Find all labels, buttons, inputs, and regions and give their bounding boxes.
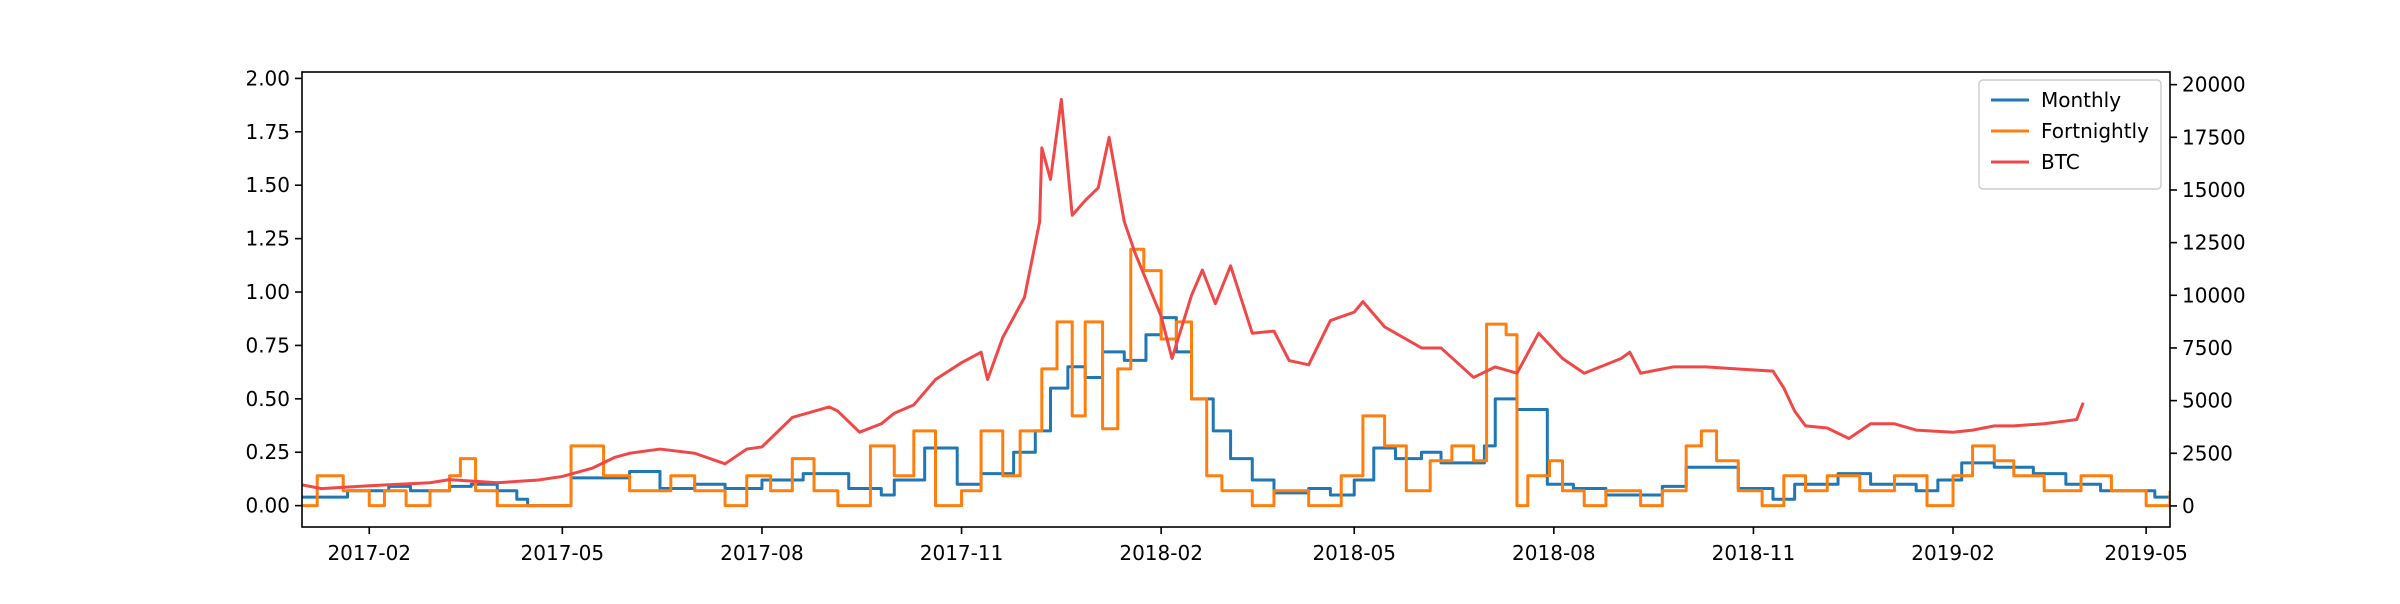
x-tick-label: 2018-02 [1119,541,1203,565]
y-right-tick-label: 5000 [2182,389,2233,413]
x-axis: 2017-02 2017-05 2017-08 2017-11 2018-02 2018-… [327,527,2188,565]
y-right-tick-label: 7500 [2182,336,2233,360]
y-axis-right: 0 2500 5000 7500 10000 12500 15000 17500 20000 [2170,73,2246,518]
y-right-tick-label: 2500 [2182,441,2233,465]
series-line-monthly [302,316,2170,508]
x-tick-label: 2019-05 [2104,541,2188,565]
legend-label-monthly: Monthly [2041,88,2121,112]
axes-frame [301,71,2171,528]
y-right-tick-label: 15000 [2182,178,2246,202]
y-right-tick-label: 10000 [2182,283,2246,307]
x-tick-label: 2017-08 [720,541,804,565]
y-left-tick-label: 1.00 [245,280,290,304]
y-left-tick-label: 0.75 [245,333,290,357]
y-right-tick-label: 20000 [2182,73,2246,97]
x-tick-label: 2017-05 [521,541,605,565]
legend: Monthly Fortnightly BTC [1978,79,2162,190]
plot-border [301,71,2171,528]
series-line-btc [302,97,2085,491]
plot-lines [302,97,2170,508]
y-right-tick-label: 17500 [2182,125,2246,149]
y-right-tick-label: 12500 [2182,231,2246,255]
x-tick-label: 2019-02 [1911,541,1995,565]
y-left-tick-label: 1.50 [245,173,290,197]
series-line-fortnightly [302,247,2170,508]
legend-label-fortnightly: Fortnightly [2041,119,2149,143]
y-left-tick-label: 2.00 [245,66,290,90]
y-left-tick-label: 0.00 [245,494,290,518]
x-tick-label: 2017-02 [327,541,411,565]
y-left-tick-label: 0.50 [245,387,290,411]
x-tick-label: 2018-05 [1312,541,1396,565]
y-left-tick-label: 1.25 [245,227,290,251]
y-left-tick-label: 0.25 [245,440,290,464]
y-axis-left: 0.00 0.25 0.50 0.75 1.00 1.25 1.50 1.75 2.00 [245,66,302,518]
legend-label-btc: BTC [2041,150,2080,174]
x-tick-label: 2017-11 [920,541,1004,565]
y-left-tick-label: 1.75 [245,120,290,144]
x-tick-label: 2018-11 [1712,541,1796,565]
y-right-tick-label: 0 [2182,494,2195,518]
x-tick-label: 2018-08 [1512,541,1596,565]
